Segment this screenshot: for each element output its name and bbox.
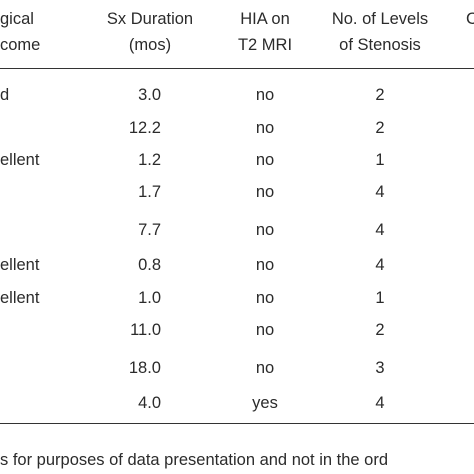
column-header: of Stenosis <box>339 36 421 54</box>
cell: 4.0 <box>138 394 161 412</box>
cell: 4 <box>375 183 385 201</box>
column-header: Sx Duration <box>106 10 194 28</box>
cell: 4 <box>375 256 385 274</box>
cell: ellent <box>0 289 40 307</box>
cell: no <box>255 119 275 137</box>
column-header: (mos) <box>128 36 172 54</box>
cell: 3 <box>375 359 385 377</box>
cell: 2 <box>375 321 385 339</box>
cell: 0.8 <box>138 256 161 274</box>
cell: 1.0 <box>138 289 161 307</box>
cell: 2 <box>375 119 385 137</box>
header-rule <box>0 68 474 69</box>
cell: no <box>255 321 275 339</box>
cell: ellent <box>0 151 40 169</box>
column-header: No. of Levels <box>331 10 429 28</box>
cell: 4 <box>375 221 385 239</box>
cell: no <box>255 221 275 239</box>
column-header: gical <box>0 10 34 28</box>
cell: no <box>255 86 275 104</box>
cell: 4 <box>375 394 385 412</box>
cell: 3.0 <box>138 86 161 104</box>
footnote: s for purposes of data presentation and … <box>0 451 389 469</box>
cell: 11.0 <box>130 321 161 339</box>
cell: yes <box>252 394 278 412</box>
cell: 1 <box>375 151 385 169</box>
cell: 2 <box>375 86 385 104</box>
cell: no <box>255 289 275 307</box>
cell: 18.0 <box>128 359 161 377</box>
cell: 7.7 <box>138 221 161 239</box>
cell: 1.2 <box>138 151 161 169</box>
cell: 1.7 <box>138 183 161 201</box>
cell: 1 <box>375 289 385 307</box>
cell: no <box>255 359 275 377</box>
cell: no <box>255 151 275 169</box>
column-header: C <box>466 10 474 28</box>
cell: no <box>255 256 275 274</box>
bottom-rule <box>0 423 474 424</box>
cell: no <box>255 183 275 201</box>
cell: ellent <box>0 256 40 274</box>
cell: d <box>0 86 10 104</box>
cell: 12.2 <box>128 119 161 137</box>
column-header: T2 MRI <box>237 36 293 54</box>
column-header: HIA on <box>240 10 290 28</box>
column-header: come <box>0 36 41 54</box>
